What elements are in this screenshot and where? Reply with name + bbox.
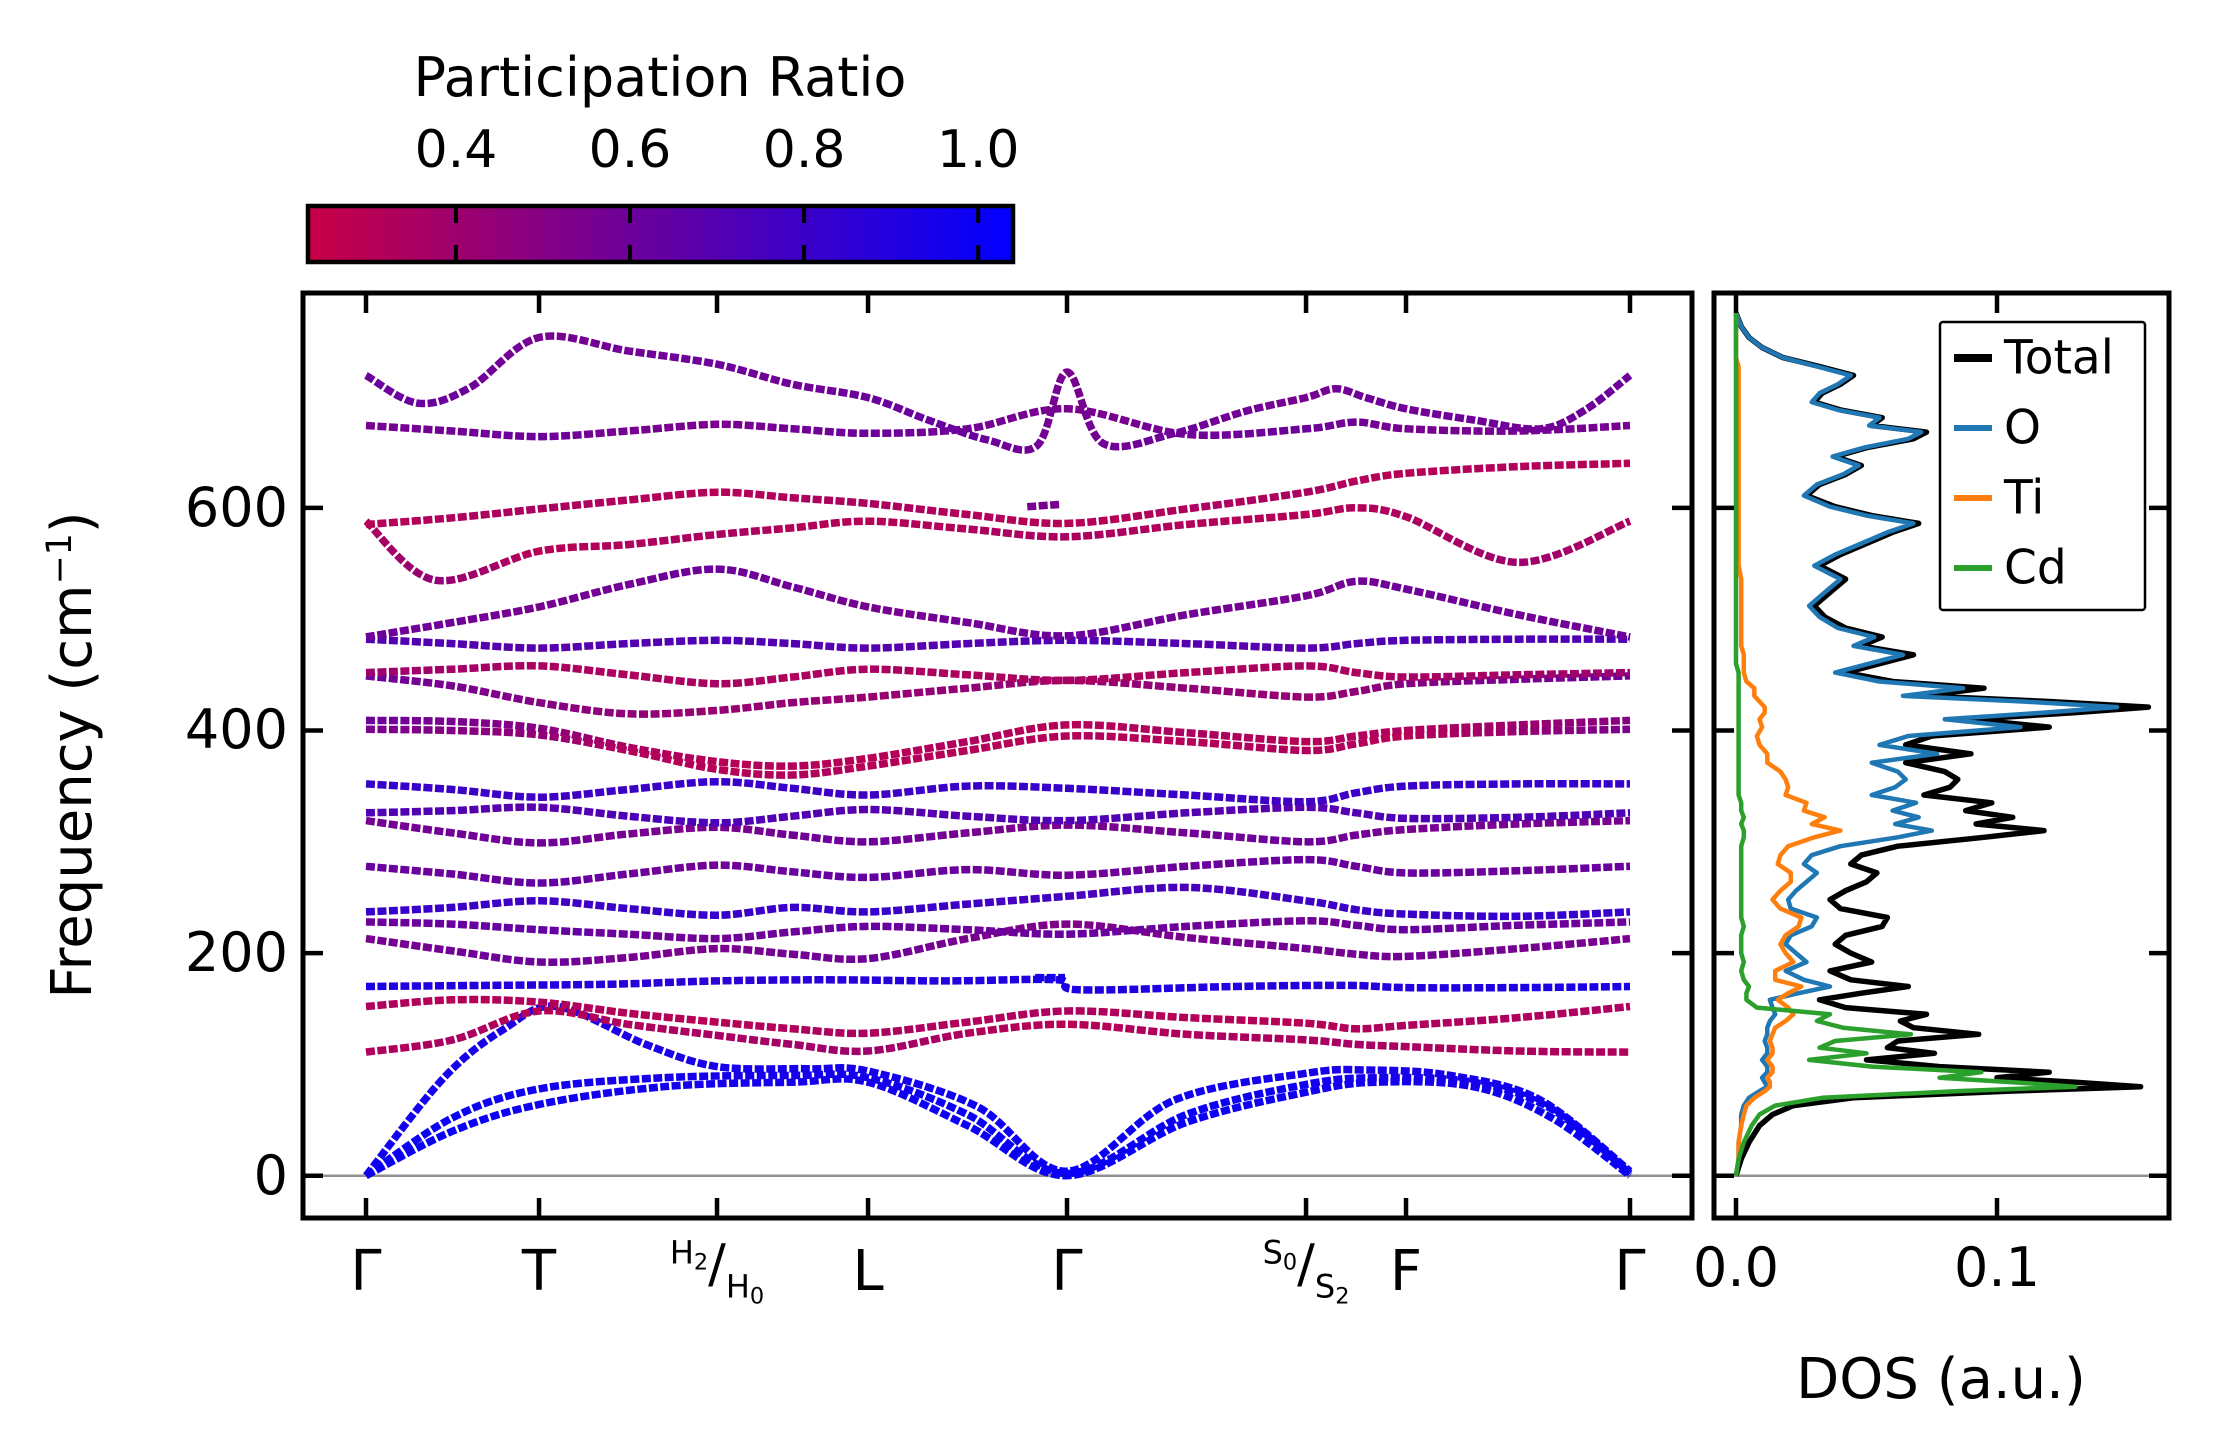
band-line [365, 635, 1631, 652]
dos-curves [1733, 312, 2152, 1177]
dos-panel-frame [1711, 290, 2172, 1221]
band-line [365, 803, 1631, 827]
band-line [1026, 500, 1060, 511]
band-line [365, 725, 1631, 779]
band-line [365, 883, 1631, 921]
band-line [365, 1006, 1631, 1056]
band-line [365, 661, 1631, 688]
band-line [365, 405, 1631, 441]
band-line [363, 1070, 1633, 1179]
band-line [363, 504, 1632, 585]
band-line [365, 920, 1631, 966]
legend-box [1938, 320, 2147, 612]
band-line [365, 459, 1631, 529]
band-panel [300, 290, 1695, 1221]
band-line [365, 995, 1631, 1038]
band-panel-frame [300, 290, 1695, 1221]
colorbar [305, 203, 1016, 265]
band-line [363, 1002, 1633, 1179]
band-line [365, 917, 1631, 943]
band-line [365, 777, 1631, 806]
dos-curve-ti [1733, 313, 1843, 1177]
band-line [365, 565, 1631, 641]
band-line [365, 716, 1631, 770]
band-line [364, 332, 1633, 454]
colorbar-border [305, 203, 1016, 265]
colorbar-bar [308, 206, 1013, 262]
band-lines [363, 332, 1633, 1180]
band-line [365, 975, 1631, 994]
dos-curve-o [1733, 312, 2120, 1177]
band-line [365, 855, 1631, 887]
band-line [365, 816, 1631, 847]
band-line [364, 1075, 1633, 1180]
dos-legend [1938, 320, 2147, 612]
band-line [365, 672, 1631, 718]
dos-panel [1711, 290, 2172, 1221]
dos-curve-cd [1733, 313, 2078, 1177]
